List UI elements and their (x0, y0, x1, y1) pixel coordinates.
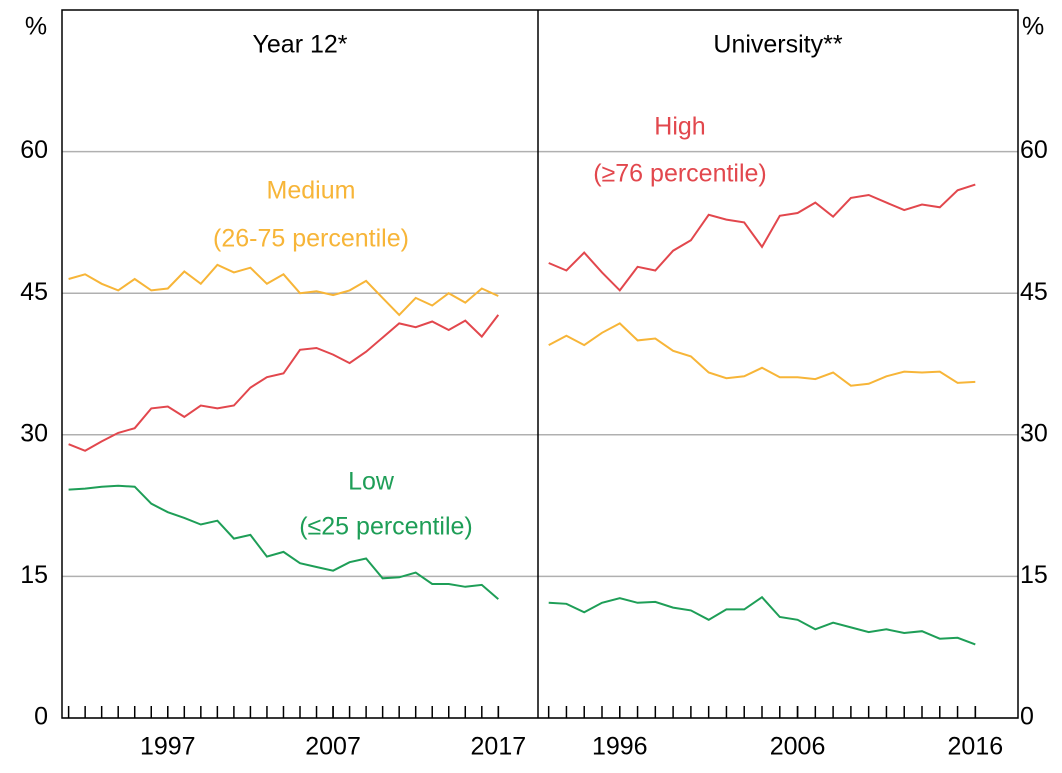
annotation: Medium (267, 177, 356, 205)
panel-title: University** (713, 31, 842, 59)
y-tick-label: 30 (20, 419, 48, 447)
y-tick-label: 30 (1020, 419, 1048, 447)
annotation: (26-75 percentile) (213, 225, 409, 253)
x-tick-label: 1997 (140, 733, 196, 761)
y-tick-label: 60 (20, 136, 48, 164)
x-tick-label: 2017 (471, 733, 527, 761)
panel-title: Year 12* (253, 31, 348, 59)
y-tick-label: 15 (1020, 561, 1048, 589)
x-tick-label: 1996 (592, 733, 648, 761)
y-tick-label: 60 (1020, 136, 1048, 164)
x-tick-label: 2006 (770, 733, 826, 761)
y-axis-label: % (1022, 13, 1044, 41)
plot-frame (61, 9, 1019, 719)
y-axis-label: % (25, 13, 47, 41)
line (68, 263, 499, 317)
annotation: (≥76 percentile) (593, 160, 767, 188)
annotation: (≤25 percentile) (299, 513, 473, 541)
y-tick-label: 0 (1020, 703, 1034, 731)
x-tick-label: 2007 (305, 733, 361, 761)
line (68, 484, 499, 600)
y-tick-label: 0 (34, 703, 48, 731)
y-tick-label: 15 (20, 561, 48, 589)
y-tick-label: 45 (20, 278, 48, 306)
line (548, 322, 976, 387)
line (548, 183, 976, 292)
line (68, 314, 500, 452)
line (548, 595, 976, 646)
annotation: High (654, 113, 705, 141)
y-tick-label: 45 (1020, 278, 1048, 306)
x-tick-label: 2016 (948, 733, 1004, 761)
annotation: Low (348, 468, 395, 496)
